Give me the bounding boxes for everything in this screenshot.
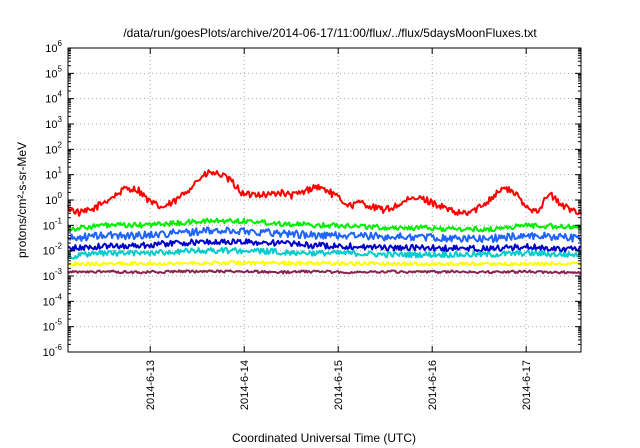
series-line-2 [67, 217, 582, 233]
x-tick-label: 2014-6-16 [427, 360, 439, 410]
series-line-1 [67, 169, 582, 217]
series-line-6 [67, 260, 582, 267]
y-tick-label: 10-2 [43, 242, 63, 258]
series-line-3 [67, 226, 582, 244]
y-tick-label: 105 [45, 64, 62, 80]
series-line-4 [67, 238, 582, 253]
x-tick-label: 2014-6-17 [521, 360, 533, 410]
y-axis-label: protons/cm²-s-sr-MeV [15, 142, 29, 258]
y-tick-label: 104 [45, 90, 62, 106]
grid [68, 48, 581, 352]
x-axis-label: Coordinated Universal Time (UTC) [232, 431, 416, 445]
y-tick-label: 102 [45, 140, 62, 156]
y-tick-label: 10-3 [43, 267, 63, 283]
y-tick-label: 103 [45, 115, 62, 131]
x-tick-label: 2014-6-14 [239, 360, 251, 410]
series-line-5 [67, 246, 582, 260]
axes: 10-6 10-5 10-4 10-3 10-2 10-1 100 101 102 103 104 1… [43, 39, 581, 410]
y-tick-label: 106 [45, 39, 62, 55]
y-tick-label: 10-1 [43, 216, 63, 232]
y-tick-label: 100 [45, 191, 62, 207]
y-tick-label: 101 [45, 166, 62, 182]
x-tick-label: 2014-6-15 [333, 360, 345, 410]
y-tick-label: 10-4 [43, 292, 63, 308]
y-tick-label: 10-5 [43, 318, 63, 334]
x-tick-label: 2014-6-13 [145, 360, 157, 410]
series-group [67, 169, 582, 275]
series-line-7 [67, 269, 582, 275]
chart-title: /data/run/goesPlots/archive/2014-06-17/1… [123, 26, 537, 40]
y-tick-label: 10-6 [43, 343, 63, 359]
